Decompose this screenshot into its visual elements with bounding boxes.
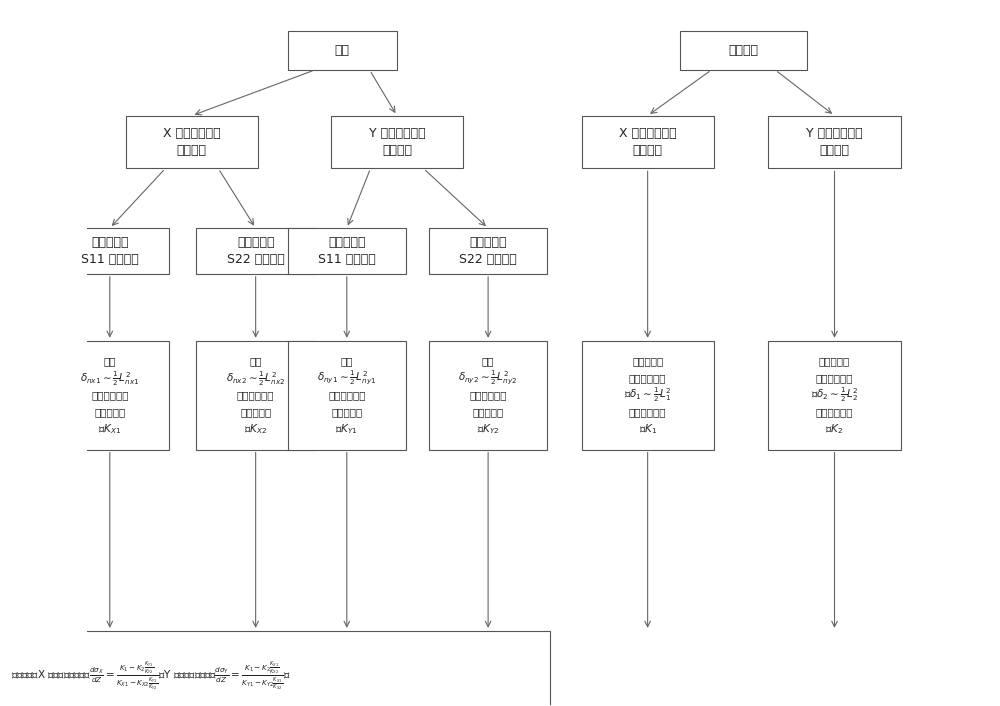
Text: X 方向不同长度
的悬臂梁: X 方向不同长度 的悬臂梁: [619, 127, 676, 157]
Text: 获得: 获得: [104, 357, 116, 366]
Text: 测量悬臂梁: 测量悬臂梁: [819, 357, 850, 366]
Text: 曲线，根据斜: 曲线，根据斜: [237, 390, 274, 400]
FancyBboxPatch shape: [288, 341, 406, 450]
Text: 施加不同的
S22 应力梯度: 施加不同的 S22 应力梯度: [227, 236, 285, 266]
Text: $\delta_{ny2}{\sim}\frac{1}{2}L_{ny2}^2$: $\delta_{ny2}{\sim}\frac{1}{2}L_{ny2}^2$: [458, 369, 518, 388]
Text: 测量悬臂梁: 测量悬臂梁: [632, 357, 663, 366]
FancyBboxPatch shape: [768, 116, 901, 169]
Text: $\delta_{nx2}{\sim}\frac{1}{2}L_{nx2}^2$: $\delta_{nx2}{\sim}\frac{1}{2}L_{nx2}^2$: [226, 369, 285, 388]
FancyBboxPatch shape: [0, 630, 550, 706]
Text: 施加不同的
S11 应力梯度: 施加不同的 S11 应力梯度: [318, 236, 376, 266]
Text: 数$K_{Y1}$: 数$K_{Y1}$: [335, 422, 358, 436]
FancyBboxPatch shape: [582, 116, 714, 169]
Text: 率求等效系: 率求等效系: [240, 407, 271, 417]
FancyBboxPatch shape: [429, 341, 547, 450]
Text: 末端挠度，获: 末端挠度，获: [629, 373, 666, 383]
Text: 率求等效系: 率求等效系: [331, 407, 362, 417]
FancyBboxPatch shape: [288, 31, 397, 70]
Text: 获得: 获得: [249, 357, 262, 366]
FancyBboxPatch shape: [680, 31, 807, 70]
Text: $\delta_{ny1}{\sim}\frac{1}{2}L_{ny1}^2$: $\delta_{ny1}{\sim}\frac{1}{2}L_{ny1}^2$: [317, 369, 377, 388]
Text: 曲线，根据斜: 曲线，根据斜: [328, 390, 366, 400]
Text: 带入公式，X 方向的应力梯度为$\frac{d\sigma_X}{dZ}=\frac{K_1-K_2\frac{K_{Y1}}{K_{Y2}}}{K_{X1}-: 带入公式，X 方向的应力梯度为$\frac{d\sigma_X}{dZ}=\fr…: [11, 661, 291, 692]
Text: 得$\delta_1{\sim}\frac{1}{2}L_1^2$: 得$\delta_1{\sim}\frac{1}{2}L_1^2$: [624, 386, 672, 405]
Text: 数$K_{X2}$: 数$K_{X2}$: [244, 422, 267, 436]
Text: 仿真: 仿真: [335, 44, 350, 57]
FancyBboxPatch shape: [126, 116, 258, 169]
FancyBboxPatch shape: [51, 228, 169, 274]
Text: 率求等效系: 率求等效系: [94, 407, 125, 417]
Text: 得$\delta_2{\sim}\frac{1}{2}L_2^2$: 得$\delta_2{\sim}\frac{1}{2}L_2^2$: [811, 386, 858, 405]
FancyBboxPatch shape: [331, 116, 463, 169]
FancyBboxPatch shape: [196, 341, 315, 450]
Text: 曲线，求出斜: 曲线，求出斜: [629, 407, 666, 417]
Text: X 方向不同长度
的悬臂梁: X 方向不同长度 的悬臂梁: [163, 127, 221, 157]
FancyBboxPatch shape: [768, 341, 901, 450]
Text: 数$K_{Y2}$: 数$K_{Y2}$: [477, 422, 499, 436]
FancyBboxPatch shape: [51, 341, 169, 450]
Text: 施加不同的
S22 应力梯度: 施加不同的 S22 应力梯度: [459, 236, 517, 266]
Text: 获得: 获得: [341, 357, 353, 366]
Text: 曲线，求出斜: 曲线，求出斜: [816, 407, 853, 417]
Text: Y 方向不同长度
的悬臂梁: Y 方向不同长度 的悬臂梁: [806, 127, 863, 157]
Text: 获得: 获得: [482, 357, 494, 366]
Text: 曲线，根据斜: 曲线，根据斜: [469, 390, 507, 400]
Text: 率$K_2$: 率$K_2$: [825, 422, 844, 436]
Text: $\delta_{nx1}{\sim}\frac{1}{2}L_{nx1}^2$: $\delta_{nx1}{\sim}\frac{1}{2}L_{nx1}^2$: [80, 369, 140, 388]
FancyBboxPatch shape: [429, 228, 547, 274]
Text: 实际测试: 实际测试: [728, 44, 758, 57]
Text: 率$K_1$: 率$K_1$: [639, 422, 657, 436]
Text: 率求等效系: 率求等效系: [472, 407, 504, 417]
Text: 末端挠度，获: 末端挠度，获: [816, 373, 853, 383]
Text: Y 方向不同长度
的悬臂梁: Y 方向不同长度 的悬臂梁: [369, 127, 425, 157]
FancyBboxPatch shape: [288, 228, 406, 274]
Text: 施加不同的
S11 应力梯度: 施加不同的 S11 应力梯度: [81, 236, 139, 266]
FancyBboxPatch shape: [196, 228, 315, 274]
Text: 数$K_{X1}$: 数$K_{X1}$: [98, 422, 121, 436]
FancyBboxPatch shape: [582, 341, 714, 450]
Text: 曲线，根据斜: 曲线，根据斜: [91, 390, 129, 400]
